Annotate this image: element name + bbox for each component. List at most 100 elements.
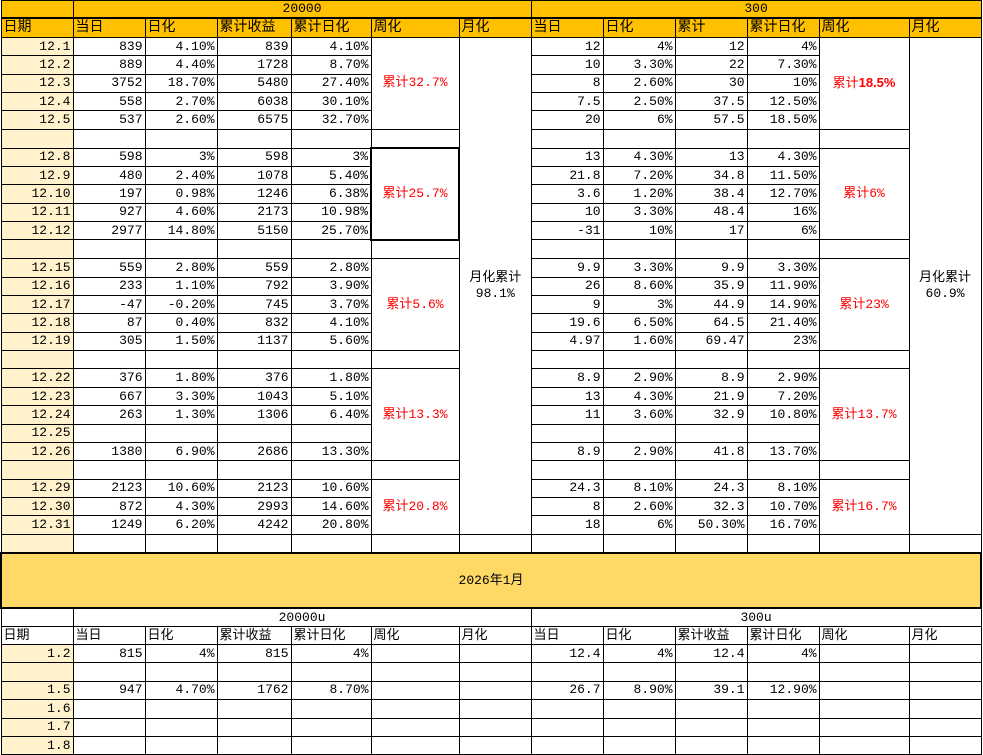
date-cell[interactable]: 12.24 xyxy=(0,405,74,425)
data-cell[interactable]: 598 xyxy=(72,147,146,168)
column-header[interactable]: 月化 xyxy=(458,626,532,646)
data-cell[interactable]: 34.8 xyxy=(674,166,748,186)
data-cell[interactable]: 6.90% xyxy=(144,441,218,462)
data-cell[interactable]: 1380 xyxy=(72,441,146,462)
data-cell[interactable]: 11 xyxy=(530,405,604,425)
column-header[interactable]: 周化 xyxy=(370,17,460,38)
monthly-cell[interactable] xyxy=(908,735,982,755)
data-cell[interactable]: 6.38% xyxy=(290,184,372,204)
date-cell[interactable]: 12.18 xyxy=(0,313,74,333)
data-cell[interactable]: 27.40% xyxy=(290,73,372,94)
data-cell[interactable] xyxy=(602,423,676,443)
data-cell[interactable]: 9.9 xyxy=(530,258,604,278)
data-cell[interactable] xyxy=(746,239,820,260)
data-cell[interactable]: 16% xyxy=(746,202,820,223)
data-cell[interactable]: 927 xyxy=(72,202,146,223)
weekly-cell[interactable] xyxy=(370,717,460,737)
data-cell[interactable]: 745 xyxy=(216,295,292,315)
column-header[interactable]: 周化 xyxy=(818,626,910,646)
weekly-cell[interactable] xyxy=(370,644,460,664)
data-cell[interactable] xyxy=(290,460,372,480)
data-cell[interactable]: 8.10% xyxy=(602,478,676,498)
data-cell[interactable] xyxy=(290,533,372,554)
data-cell[interactable]: 38.4 xyxy=(674,184,748,204)
monthly-cell[interactable] xyxy=(458,699,532,719)
data-cell[interactable] xyxy=(530,239,604,260)
date-cell[interactable] xyxy=(0,350,74,370)
data-cell[interactable]: 22 xyxy=(674,55,748,75)
data-cell[interactable]: 4% xyxy=(602,644,676,664)
column-header[interactable]: 累计收益 xyxy=(216,626,292,646)
data-cell[interactable]: 6038 xyxy=(216,92,292,112)
data-cell[interactable] xyxy=(290,128,372,149)
data-cell[interactable]: 12 xyxy=(674,36,748,57)
date-cell[interactable]: 12.17 xyxy=(0,295,74,315)
column-header[interactable]: 累计日化 xyxy=(746,17,820,38)
data-cell[interactable]: 25.70% xyxy=(290,221,372,241)
data-cell[interactable] xyxy=(674,662,748,682)
data-cell[interactable] xyxy=(674,735,748,755)
monthly-cell[interactable] xyxy=(908,699,982,719)
data-cell[interactable]: 3.60% xyxy=(602,405,676,425)
data-cell[interactable]: 10.60% xyxy=(290,478,372,498)
data-cell[interactable]: 6% xyxy=(602,110,676,130)
data-cell[interactable]: 2686 xyxy=(216,441,292,462)
data-cell[interactable]: 2.80% xyxy=(144,258,218,278)
data-cell[interactable] xyxy=(72,239,146,260)
data-cell[interactable] xyxy=(290,735,372,755)
data-cell[interactable]: 26.7 xyxy=(530,680,604,701)
weekly-total-cell[interactable]: 累计13.3% xyxy=(370,368,460,462)
weekly-total-cell[interactable]: 累计32.7% xyxy=(370,37,460,130)
data-cell[interactable]: 233 xyxy=(72,276,146,297)
data-cell[interactable] xyxy=(216,533,292,554)
monthly-total-cell[interactable]: 月化累计 98.1% xyxy=(458,37,532,535)
data-cell[interactable] xyxy=(144,239,218,260)
data-cell[interactable]: 3.6 xyxy=(530,184,604,204)
data-cell[interactable]: 3.30% xyxy=(602,258,676,278)
data-cell[interactable] xyxy=(602,717,676,737)
data-cell[interactable]: 376 xyxy=(72,368,146,388)
column-header[interactable]: 月化 xyxy=(458,17,532,38)
data-cell[interactable] xyxy=(144,423,218,443)
data-cell[interactable] xyxy=(144,128,218,149)
data-cell[interactable]: 4.97 xyxy=(530,331,604,352)
data-cell[interactable]: 263 xyxy=(72,405,146,425)
data-cell[interactable] xyxy=(602,350,676,370)
corner-cell[interactable] xyxy=(0,607,74,628)
column-header[interactable]: 日化 xyxy=(144,626,218,646)
data-cell[interactable]: 2.90% xyxy=(746,368,820,388)
data-cell[interactable]: 8.9 xyxy=(530,368,604,388)
data-cell[interactable]: 2123 xyxy=(72,478,146,498)
data-cell[interactable]: 559 xyxy=(216,258,292,278)
data-cell[interactable]: 480 xyxy=(72,166,146,186)
data-cell[interactable]: 26 xyxy=(530,276,604,297)
date-cell[interactable]: 12.2 xyxy=(0,55,74,75)
data-cell[interactable]: 8.90% xyxy=(602,680,676,701)
data-cell[interactable] xyxy=(530,662,604,682)
data-cell[interactable] xyxy=(602,699,676,719)
data-cell[interactable] xyxy=(72,128,146,149)
data-cell[interactable]: 3.90% xyxy=(290,276,372,297)
data-cell[interactable]: 0.40% xyxy=(144,313,218,333)
data-cell[interactable]: 1.50% xyxy=(144,331,218,352)
column-header[interactable]: 累计收益 xyxy=(216,17,292,38)
data-cell[interactable]: 30 xyxy=(674,73,748,94)
data-cell[interactable]: 947 xyxy=(72,680,146,701)
weekly-cell[interactable] xyxy=(370,533,460,554)
data-cell[interactable] xyxy=(530,423,604,443)
date-cell[interactable]: 12.23 xyxy=(0,386,74,407)
weekly-cell[interactable] xyxy=(818,644,910,664)
data-cell[interactable] xyxy=(144,460,218,480)
data-cell[interactable]: 11.50% xyxy=(746,166,820,186)
data-cell[interactable]: 13 xyxy=(530,147,604,168)
data-cell[interactable] xyxy=(530,717,604,737)
data-cell[interactable]: 57.5 xyxy=(674,110,748,130)
data-cell[interactable] xyxy=(290,423,372,443)
data-cell[interactable]: 12.90% xyxy=(746,680,820,701)
data-cell[interactable] xyxy=(530,460,604,480)
data-cell[interactable]: -31 xyxy=(530,221,604,241)
column-header[interactable]: 累计日化 xyxy=(290,626,372,646)
date-cell[interactable]: 12.4 xyxy=(0,92,74,112)
data-cell[interactable]: 2.40% xyxy=(144,166,218,186)
data-cell[interactable] xyxy=(290,699,372,719)
